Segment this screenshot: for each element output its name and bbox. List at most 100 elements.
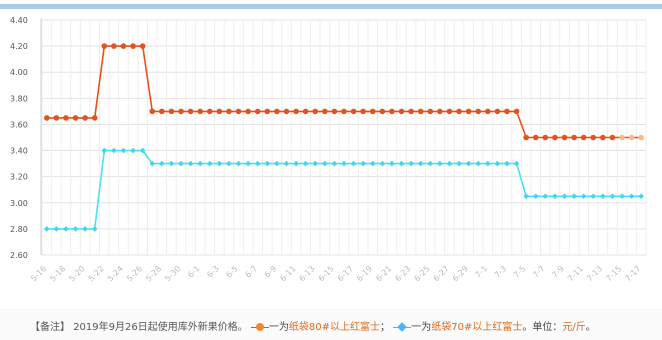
x-tick-label: 5-28 (144, 264, 163, 283)
series-1-point (130, 147, 136, 154)
series-1-point (398, 160, 405, 167)
series-0-point (417, 108, 424, 115)
series-0-point (226, 108, 232, 115)
series-1-point (561, 193, 568, 200)
x-tick-label: 6-15 (317, 264, 336, 283)
y-tick-label: 3.00 (10, 199, 28, 208)
series-1-point (571, 193, 577, 200)
series-0-point (274, 108, 280, 115)
series-0-point (379, 108, 386, 115)
chart-grid (41, 19, 647, 256)
series-0-point (82, 115, 88, 121)
y-tick-label: 3.80 (10, 94, 28, 103)
series-1-point (53, 226, 60, 232)
x-tick-label: 6-19 (355, 264, 374, 283)
x-tick-label: 6-21 (374, 264, 393, 283)
series-1-point (465, 160, 472, 167)
series-0-point (465, 108, 472, 115)
cyan-series-prefix: 一为 (411, 322, 432, 333)
series-1-point (226, 160, 232, 167)
x-tick-label: 7-3 (493, 264, 509, 280)
series-1-point (331, 160, 338, 167)
circle-marker-icon (255, 323, 264, 331)
x-tick-label: 6-25 (412, 264, 431, 283)
x-tick-label: 5-26 (125, 264, 144, 283)
series-layer (43, 43, 645, 232)
note-row: 【备注】 2019年9月26日起使用库外新果价格。 一为纸袋80#以上红富士； … (30, 318, 596, 333)
series-0-point (187, 108, 194, 115)
series-0-point (561, 134, 568, 141)
x-tick-label: 6-13 (297, 264, 316, 283)
series-1-point (197, 160, 203, 167)
x-tick-label: 6-1 (186, 264, 202, 280)
series-1-point (609, 193, 616, 200)
y-tick-label: 4.00 (10, 68, 28, 77)
series-0-point (360, 108, 366, 115)
series-1-point (149, 160, 156, 167)
series-1-point (408, 160, 414, 167)
series-0-point (341, 108, 347, 115)
series-0-point (369, 108, 376, 115)
series-1-point (456, 160, 462, 167)
x-tick-label: 6-17 (336, 264, 355, 283)
note-end: 。 (585, 322, 596, 333)
x-axis: 5-16 5-18 5-20 5-22 5-24 5-26 5-28 5-30 6-1 6-3 6-… (29, 264, 643, 283)
series-1-point (590, 193, 597, 200)
series-1-point (360, 160, 366, 167)
series-1-point (628, 193, 635, 200)
series-0-point (485, 108, 491, 115)
series-0-point (63, 115, 69, 121)
series-0-point (446, 108, 453, 115)
y-tick-label: 4.20 (10, 42, 28, 51)
series-0-point (494, 108, 501, 115)
series-1-point (475, 160, 482, 167)
series-0-point (427, 108, 434, 115)
price-line-chart: 4.40 4.20 4.00 3.80 3.60 3.40 3.20 3.00 2.80 2.60… (10, 16, 647, 283)
series-0-point (609, 134, 616, 141)
series-1-point (513, 160, 520, 167)
series-0-point (552, 134, 558, 141)
series-1-point (63, 226, 69, 232)
series-1-point (417, 160, 424, 167)
y-tick-label: 4.40 (10, 16, 28, 25)
x-tick-label: 7-7 (531, 264, 547, 280)
series-0-point (437, 108, 443, 115)
series-1-point (120, 147, 127, 154)
series-1-point (322, 160, 328, 167)
x-tick-label: 6-27 (432, 264, 451, 283)
series-0-point (264, 108, 271, 115)
series-1-point (494, 160, 501, 167)
series-0-point (159, 108, 165, 115)
x-tick-label: 6-7 (244, 264, 260, 280)
series-0-point (580, 134, 587, 141)
series-0-point (389, 108, 395, 115)
note-label: 【备注】 (30, 322, 70, 333)
top-accent-bar (0, 4, 662, 9)
series-1-point (293, 160, 299, 167)
series-0-point (178, 108, 184, 115)
y-tick-label: 3.40 (10, 147, 28, 156)
series-0-point (197, 108, 203, 115)
series-1-point (159, 160, 165, 167)
note-separator: ； (380, 322, 391, 333)
series-1-point (638, 193, 645, 200)
series-1-point (437, 160, 443, 167)
series-0-point (283, 108, 290, 115)
series-0-point (101, 43, 108, 49)
x-tick-label: 5-22 (87, 264, 106, 283)
series-0-point (216, 108, 223, 115)
unit-value: 元/斤 (562, 322, 586, 333)
series-0-point (149, 108, 156, 115)
series-1-point (235, 160, 242, 167)
x-tick-label: 6-9 (263, 264, 279, 280)
series-1-point (111, 147, 117, 154)
series-0-point (532, 134, 539, 141)
series-0-point (120, 43, 127, 49)
x-tick-label: 7-1 (474, 264, 490, 280)
series-1-point (91, 226, 98, 232)
series-1-point (82, 226, 88, 232)
cyan-series-name: 纸袋70#以上红富士 (431, 322, 523, 333)
series-0-point (590, 134, 597, 141)
series-1-point (523, 193, 529, 200)
series-0-point (600, 134, 606, 141)
